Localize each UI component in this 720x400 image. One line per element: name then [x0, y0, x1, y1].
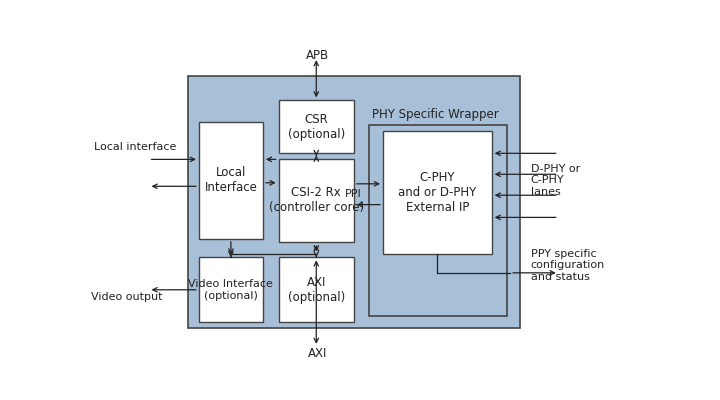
Bar [279, 159, 354, 242]
Text: AXI
(optional): AXI (optional) [288, 276, 345, 304]
Text: Video Interface
(optional): Video Interface (optional) [189, 279, 274, 300]
Bar [188, 76, 520, 328]
Bar [279, 100, 354, 153]
Text: AXI: AXI [308, 347, 328, 360]
Text: PPY specific
configuration
and status: PPY specific configuration and status [531, 248, 605, 282]
Text: CSR
(optional): CSR (optional) [288, 112, 345, 140]
Text: C-PHY
and or D-PHY
External IP: C-PHY and or D-PHY External IP [398, 171, 477, 214]
Text: PHY Specific Wrapper: PHY Specific Wrapper [372, 108, 499, 121]
Text: APB: APB [306, 49, 329, 62]
Bar [199, 122, 263, 239]
Text: Video output: Video output [91, 292, 163, 302]
Bar [199, 258, 263, 322]
Bar [279, 258, 354, 322]
Text: PPI: PPI [345, 189, 361, 199]
Text: Local
Interface: Local Interface [204, 166, 257, 194]
Text: D-PHY or
C-PHY
lanes: D-PHY or C-PHY lanes [531, 164, 580, 197]
Bar [369, 125, 508, 316]
Bar [383, 131, 492, 254]
Text: CSI-2 Rx
(controller core): CSI-2 Rx (controller core) [269, 186, 364, 214]
Text: Local interface: Local interface [94, 142, 176, 152]
